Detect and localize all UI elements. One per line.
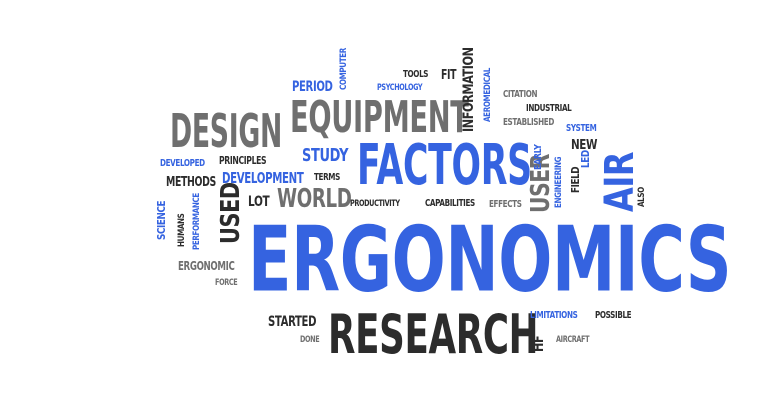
word-used: USED [216,182,246,244]
word-force: FORCE [215,278,238,288]
word-developed: DEVELOPED [160,158,205,169]
word-design: DESIGN [170,104,283,158]
word-study: STUDY [302,145,349,166]
word-field: FIELD [569,166,582,193]
word-productivity: PRODUCTIVITY [350,199,400,209]
word-effects: EFFECTS [489,199,522,210]
word-ergonomic: ERGONOMIC [178,259,235,273]
word-period: PERIOD [292,79,333,95]
word-started: STARTED [268,314,317,330]
word-development: DEVELOPMENT [222,169,304,187]
word-system: SYSTEM [566,123,597,134]
word-ergonomics: ERGONOMICS [248,207,732,313]
word-engineering: ENGINEERING [554,156,564,208]
word-humans: HUMANS [177,213,187,247]
word-equipment: EQUIPMENT [290,92,469,143]
word-tools: TOOLS [403,69,429,80]
word-possible: POSSIBLE [595,310,632,321]
word-computer: COMPUTER [339,48,349,90]
word-science: SCIENCE [155,200,168,240]
word-fit: FIT [441,68,457,83]
word-aeromedical: AEROMEDICAL [483,68,493,122]
word-performance: PERFORMANCE [192,193,202,250]
word-citation: CITATION [503,89,538,100]
word-methods: METHODS [166,175,216,190]
word-done: DONE [300,335,320,345]
word-terms: TERMS [314,172,340,183]
word-led: LED [579,150,592,168]
word-lot: LOT [248,194,270,210]
word-early: EARLY [533,144,544,170]
word-limitations: LIMITATIONS [530,310,578,321]
word-air: AIR [597,151,643,212]
word-research: RESEARCH [328,303,539,366]
word-industrial: INDUSTRIAL [526,103,572,114]
word-information: INFORMATION [461,47,477,132]
word-psychology: PSYCHOLOGY [377,83,423,93]
word-world: WORLD [277,184,352,214]
word-established: ESTABLISHED [503,117,554,128]
word-also: ALSO [637,187,647,207]
word-capabilities: CAPABILITIES [425,198,475,209]
word-principles: PRINCIPLES [219,154,267,167]
word-hf: HF [531,335,547,352]
word-factors: FACTORS [357,133,532,198]
word-new: NEW [571,138,598,153]
word-aircraft: AIRCRAFT [556,335,590,345]
